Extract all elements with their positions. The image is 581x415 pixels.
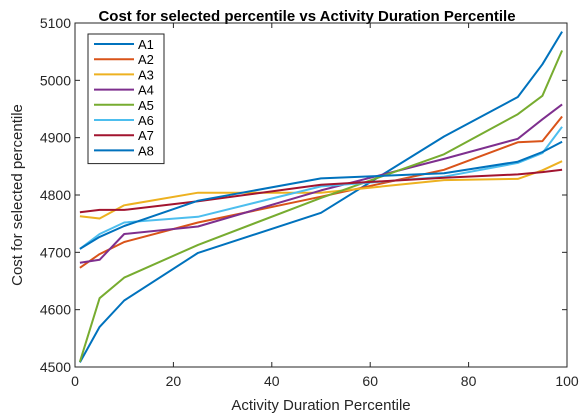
legend-label-a1: A1 — [138, 37, 154, 52]
y-tick-label: 4900 — [40, 130, 71, 146]
y-tick-label: 4600 — [40, 302, 71, 318]
x-tick-label: 0 — [71, 373, 79, 389]
series-group — [78, 31, 564, 363]
x-tick-label: 100 — [555, 373, 579, 389]
y-tick-label: 4800 — [40, 187, 71, 203]
y-axis-label: Cost for selected percentile — [9, 104, 26, 286]
x-tick-label: 80 — [461, 373, 477, 389]
series-line-a5 — [78, 50, 564, 363]
x-tick-label: 20 — [166, 373, 182, 389]
x-tick-label: 60 — [362, 373, 378, 389]
legend-label-a7: A7 — [138, 128, 154, 143]
series-line-a1 — [79, 31, 563, 363]
axis-ticks: 0 20 40 60 80 100 4500 4600 4700 4800 4900 5000 5100 — [40, 15, 579, 389]
chart-title: Cost for selected percentile vs Activity… — [98, 8, 515, 25]
y-tick-label: 5000 — [40, 72, 71, 88]
legend-label-a6: A6 — [138, 113, 154, 128]
legend-label-a4: A4 — [138, 83, 154, 98]
series-line-a4 — [79, 103, 563, 264]
series-line-a7 — [79, 168, 563, 214]
y-tick-label: 4500 — [40, 359, 71, 375]
legend-box — [87, 33, 165, 165]
y-tick-label: 5100 — [40, 15, 71, 31]
legend-label-a5: A5 — [138, 98, 154, 113]
legend-label-a3: A3 — [138, 67, 154, 82]
legend-label-a8: A8 — [138, 143, 154, 158]
series-line-a8 — [79, 140, 563, 250]
series-line-a6 — [79, 126, 563, 250]
y-tick-label: 4700 — [40, 244, 71, 260]
x-axis-label: Activity Duration Percentile — [231, 397, 410, 414]
x-tick-label: 40 — [264, 373, 280, 389]
legend-label-a2: A2 — [138, 52, 154, 67]
